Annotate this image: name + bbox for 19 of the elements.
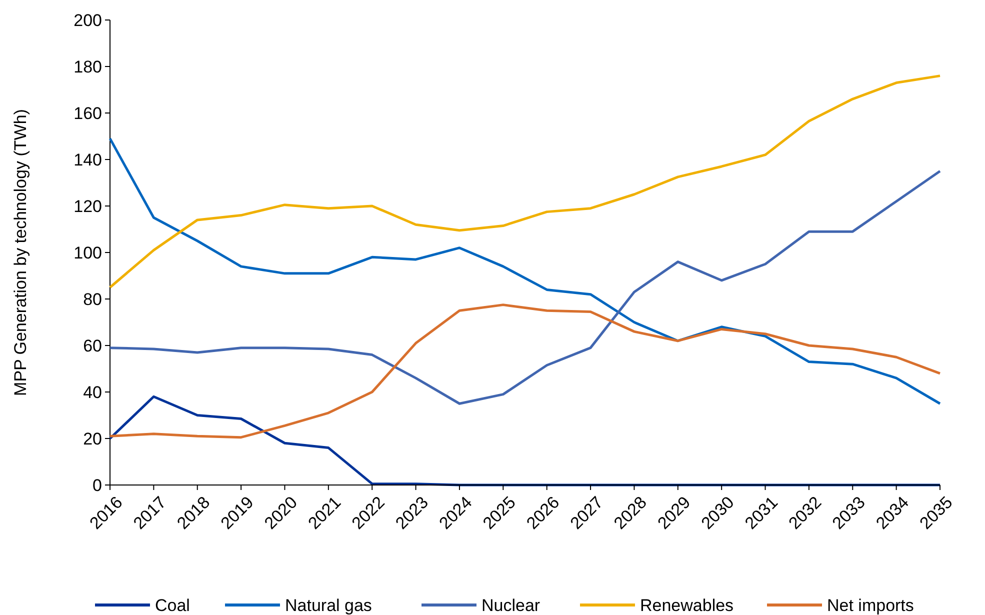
y-axis-title: MPP Generation by technology (TWh) [11,109,30,396]
y-tick-label: 200 [74,10,102,30]
legend-label: Coal [155,596,190,615]
y-tick-label: 80 [83,290,102,309]
legend-label: Renewables [640,596,734,615]
y-tick-label: 100 [74,243,102,262]
legend-label: Net imports [827,596,914,615]
y-tick-label: 40 [83,382,102,402]
legend-label: Nuclear [482,596,540,615]
legend-label: Natural gas [285,596,372,615]
y-tick-label: 140 [74,150,102,170]
y-tick-label: 60 [83,336,102,356]
y-tick-label: 20 [83,429,102,448]
y-tick-label: 0 [92,476,102,495]
y-tick-label: 120 [74,196,102,216]
line-series [108,74,942,289]
line-series [108,304,942,439]
y-tick-label: 160 [74,104,102,123]
y-tick-label: 180 [74,57,102,76]
